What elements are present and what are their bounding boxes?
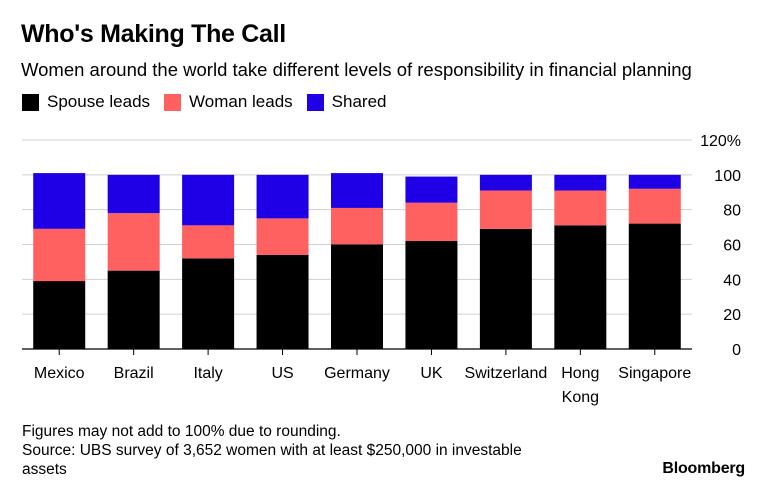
legend-item-spouse-leads: Spouse leads [22, 92, 150, 112]
bar-segment-woman-leads [405, 202, 458, 242]
stacked-bar-chart: 0 20 40 60 80 100 120% Mexico Brazil Italy US Germa… [22, 133, 741, 406]
x-tick-label: Brazil [114, 365, 154, 382]
x-tick-label: Switzerland [465, 365, 548, 382]
legend-item-shared: Shared [306, 92, 387, 112]
y-tick-label: 60 [723, 238, 741, 255]
legend-swatch-spouse-leads [22, 93, 39, 111]
bar-segment-spouse-leads [554, 225, 607, 349]
x-tick-label: Singapore [618, 365, 691, 382]
bar-segment-woman-leads [33, 228, 86, 282]
y-tick-label: 40 [723, 272, 741, 289]
bar-segment-shared [182, 174, 235, 226]
legend-label-spouse-leads: Spouse leads [47, 92, 151, 111]
footnotes: Figures may not add to 100% due to round… [22, 422, 522, 479]
bar-segment-woman-leads [554, 190, 607, 226]
bar-segment-shared [107, 174, 160, 214]
bar-segment-spouse-leads [628, 223, 681, 349]
x-tick-label: Hong Kong [561, 365, 599, 406]
y-tick-label: 80 [723, 203, 741, 220]
bar-segment-woman-leads [331, 207, 383, 245]
x-tick-label: Germany [324, 365, 390, 382]
y-tick-label: 120% [700, 133, 741, 150]
bar-segment-shared [256, 174, 309, 219]
bar-segment-shared [33, 173, 86, 229]
bar-segment-shared [405, 176, 458, 203]
bar-segment-spouse-leads [331, 244, 383, 349]
bar-segment-spouse-leads [33, 281, 86, 349]
bar-segment-shared [331, 173, 383, 208]
legend-label-woman-leads: Woman leads [189, 92, 293, 111]
rounding-note: Figures may not add to 100% due to round… [22, 423, 341, 440]
source-line-2: assets [22, 461, 67, 478]
y-tick-label: 20 [723, 307, 741, 324]
x-tick-label: Mexico [34, 365, 85, 382]
source-line-1: Source: UBS survey of 3,652 women with a… [22, 442, 522, 459]
y-tick-label: 0 [732, 342, 741, 359]
bar-segment-woman-leads [256, 218, 309, 255]
chart-subtitle: Women around the world take different le… [21, 59, 692, 80]
legend-item-woman-leads: Woman leads [164, 92, 293, 112]
bar-segment-woman-leads [107, 213, 160, 271]
bloomberg-logo: Bloomberg [662, 460, 745, 477]
bar-segment-spouse-leads [107, 270, 160, 349]
bar-segment-woman-leads [479, 190, 532, 229]
bar-segment-shared [628, 174, 681, 189]
x-tick-label: UK [420, 365, 443, 382]
bar-segment-spouse-leads [182, 258, 235, 349]
x-tick-label: US [271, 365, 293, 382]
bar-segment-woman-leads [628, 188, 681, 224]
legend-swatch-shared [306, 93, 324, 111]
bar-segment-spouse-leads [479, 228, 532, 349]
legend-swatch-woman-leads [164, 93, 182, 111]
bar-segment-spouse-leads [405, 241, 458, 349]
chart-title: Who's Making The Call [21, 20, 286, 48]
bar-segment-shared [479, 174, 532, 191]
bar-segment-woman-leads [182, 225, 235, 259]
legend-label-shared: Shared [331, 92, 387, 111]
bar-segment-shared [554, 174, 607, 191]
legend: Spouse leads Woman leads Shared [22, 92, 401, 112]
bar-segment-spouse-leads [256, 254, 309, 349]
y-tick-label: 100 [714, 168, 741, 185]
x-tick-label: Italy [193, 365, 222, 382]
